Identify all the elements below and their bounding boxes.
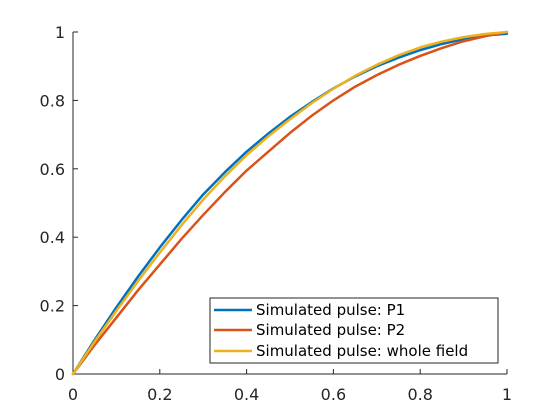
series-line-2	[71, 30, 509, 376]
x-tick-label: 0.4	[234, 385, 259, 404]
series-lines	[71, 30, 509, 376]
x-tick-label: 1	[502, 385, 512, 404]
x-tick-label: 0.6	[321, 385, 346, 404]
y-tick-label: 1	[55, 23, 65, 42]
x-axis-ticks: 0 0.2 0.4 0.6 0.8 1	[68, 369, 512, 404]
legend-box	[209, 297, 499, 364]
x-tick-label: 0	[68, 385, 78, 404]
legend-label-3: Simulated pulse: whole field	[256, 342, 468, 360]
x-tick-label: 0.2	[147, 385, 172, 404]
legend-label-1: Simulated pulse: P1	[256, 301, 405, 319]
y-axis-ticks: 0 0.2 0.4 0.6 0.8 1	[40, 23, 78, 384]
y-tick-label: 0.4	[40, 228, 65, 247]
y-tick-label: 0.8	[40, 91, 65, 110]
legend-label-2: Simulated pulse: P2	[256, 321, 405, 339]
series-line-1	[71, 32, 509, 376]
series-line-3	[71, 30, 509, 376]
y-tick-label: 0.6	[40, 160, 65, 179]
x-tick-label: 0.8	[407, 385, 432, 404]
y-tick-label: 0	[55, 365, 65, 384]
legend: Simulated pulse: P1 Simulated pulse: P2 Si…	[209, 297, 499, 364]
y-tick-label: 0.2	[40, 297, 65, 316]
axes	[72, 32, 507, 375]
